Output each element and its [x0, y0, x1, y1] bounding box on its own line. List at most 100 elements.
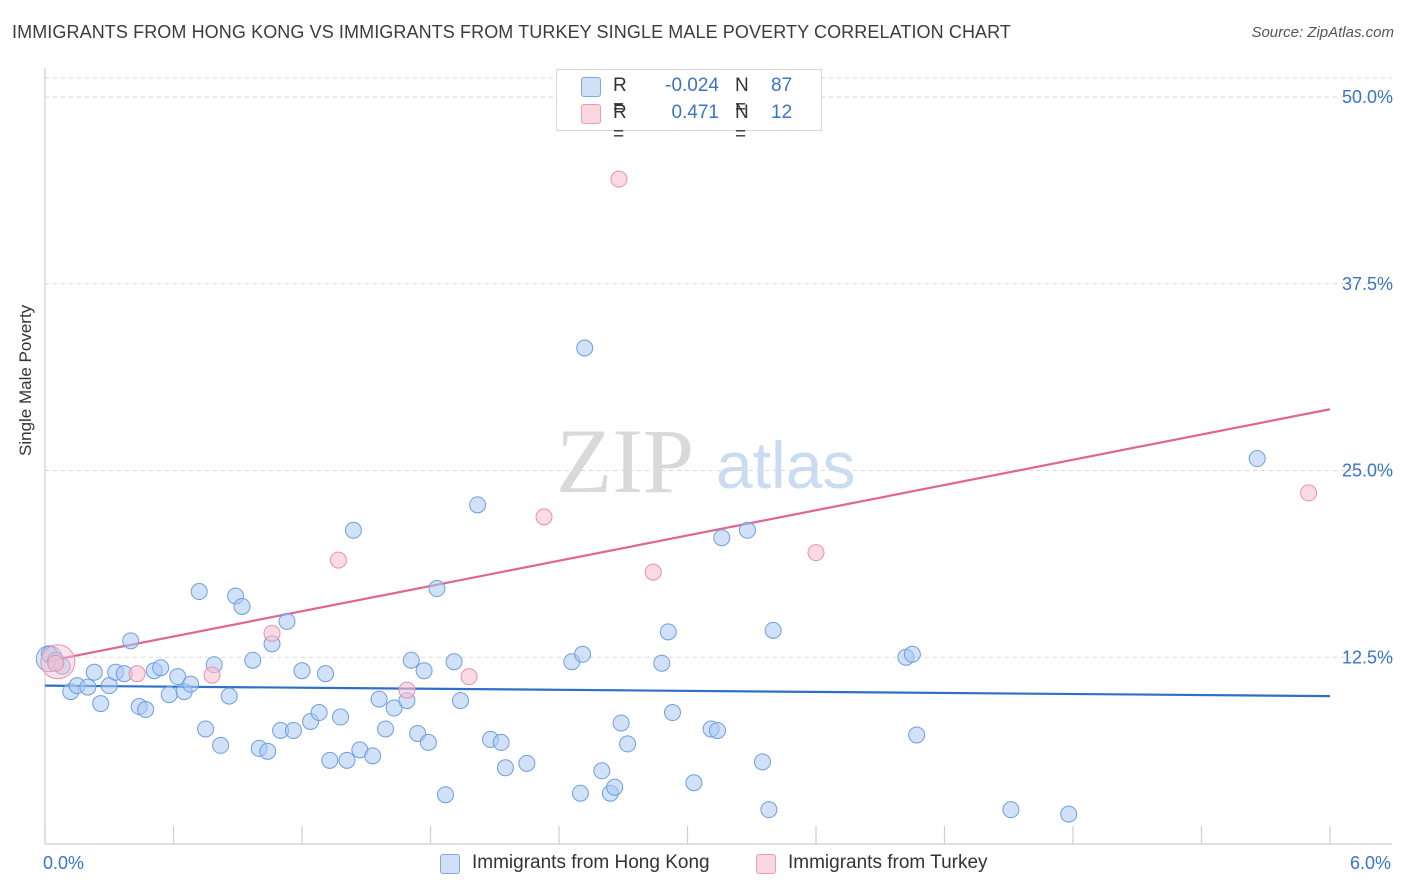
data-point-hong-kong — [122, 632, 140, 650]
data-point-hong-kong — [760, 801, 778, 819]
data-point-hong-kong — [233, 597, 251, 615]
watermark: ZIP atlas — [556, 410, 855, 512]
data-point-hong-kong — [92, 695, 110, 713]
data-point-hong-kong — [664, 704, 682, 722]
y-tick-label: 50.0% — [1342, 87, 1393, 107]
legend-swatch-blue — [440, 854, 460, 874]
r-label: R = — [613, 75, 627, 118]
data-point-hong-kong — [764, 621, 782, 639]
data-point-hong-kong — [160, 686, 178, 704]
data-point-hong-kong — [197, 720, 215, 738]
data-point-turkey — [128, 665, 146, 683]
data-point-turkey — [398, 681, 416, 699]
data-point-hong-kong — [619, 735, 637, 753]
data-point-hong-kong — [903, 645, 921, 663]
data-point-hong-kong — [317, 665, 335, 683]
data-point-hong-kong — [402, 651, 420, 669]
data-point-turkey — [263, 624, 281, 642]
source-note: Source: ZipAtlas.com — [1251, 24, 1394, 41]
data-point-hong-kong — [574, 645, 592, 663]
data-point-turkey — [807, 544, 825, 562]
legend-swatch-pink — [581, 104, 601, 124]
data-point-hong-kong — [908, 726, 926, 744]
y-tick-labels: 12.5% 25.0% 37.5% 50.0% — [1342, 87, 1393, 667]
data-point-hong-kong — [293, 662, 311, 680]
series-legend: Immigrants from Hong Kong Immigrants fro… — [0, 851, 1406, 877]
y-axis-title: Single Male Poverty — [16, 304, 35, 456]
y-tick-label: 12.5% — [1342, 647, 1393, 667]
n-label: N = — [735, 75, 749, 118]
data-point-hong-kong — [685, 774, 703, 792]
data-point-hong-kong — [738, 521, 756, 539]
legend-label: Immigrants from Turkey — [788, 852, 988, 873]
data-point-hong-kong — [259, 742, 277, 760]
data-point-hong-kong — [576, 339, 594, 357]
data-point-hong-kong — [1248, 450, 1266, 468]
data-point-hong-kong — [377, 720, 395, 738]
data-point-hong-kong — [606, 778, 624, 796]
data-point-hong-kong — [338, 751, 356, 769]
data-point-turkey — [47, 654, 65, 672]
data-point-hong-kong — [451, 692, 469, 710]
gridlines — [45, 77, 1392, 658]
data-point-hong-kong — [445, 653, 463, 671]
x-tick-label-max: 6.0% — [1350, 853, 1392, 873]
y-tick-label: 37.5% — [1342, 274, 1393, 294]
data-point-hong-kong — [653, 654, 671, 672]
correlation-legend: R = -0.024 N = 87 R = 0.471 N = 12 — [556, 69, 822, 145]
data-point-hong-kong — [571, 784, 589, 802]
trend-lines — [44, 408, 1331, 698]
data-point-turkey — [460, 668, 478, 686]
data-point-hong-kong — [428, 580, 446, 598]
n-value: 12 — [771, 102, 793, 123]
legend-label: Immigrants from Hong Kong — [472, 852, 710, 873]
data-point-hong-kong — [79, 678, 97, 696]
data-point-hong-kong — [1060, 805, 1078, 823]
data-point-hong-kong — [278, 612, 296, 630]
data-point-hong-kong — [753, 753, 771, 771]
legend-swatch-pink — [756, 854, 776, 874]
data-point-hong-kong — [415, 662, 433, 680]
data-point-hong-kong — [169, 668, 187, 686]
data-point-hong-kong — [436, 786, 454, 804]
data-point-hong-kong — [419, 733, 437, 751]
legend-swatch-blue — [581, 77, 601, 97]
r-label: R = — [613, 102, 627, 145]
data-point-turkey — [203, 666, 221, 684]
data-point-hong-kong — [152, 659, 170, 677]
data-point-turkey — [644, 563, 662, 581]
data-point-hong-kong — [182, 675, 200, 693]
data-points — [35, 170, 1318, 823]
r-value: -0.024 — [665, 75, 719, 96]
axes — [44, 68, 1392, 845]
data-point-hong-kong — [321, 751, 339, 769]
data-point-hong-kong — [85, 663, 103, 681]
data-point-hong-kong — [612, 714, 630, 732]
data-point-hong-kong — [332, 708, 350, 726]
n-label: N = — [735, 102, 749, 145]
data-point-hong-kong — [244, 651, 262, 669]
data-point-hong-kong — [469, 496, 487, 514]
data-point-hong-kong — [496, 759, 514, 777]
watermark-atlas: atlas — [716, 428, 855, 502]
y-tick-label: 25.0% — [1342, 461, 1393, 481]
trend-line-turkey — [44, 408, 1331, 663]
data-point-hong-kong — [1002, 801, 1020, 819]
data-point-hong-kong — [518, 754, 536, 772]
data-point-hong-kong — [220, 687, 238, 705]
data-point-hong-kong — [344, 521, 362, 539]
data-point-hong-kong — [659, 623, 677, 641]
data-point-turkey — [610, 170, 628, 188]
watermark-zip: ZIP — [556, 410, 694, 512]
data-point-hong-kong — [212, 736, 230, 754]
data-point-hong-kong — [364, 747, 382, 765]
x-tick-label-min: 0.0% — [43, 853, 85, 873]
data-point-turkey — [1300, 484, 1318, 502]
data-point-hong-kong — [190, 583, 208, 601]
data-point-turkey — [329, 551, 347, 569]
data-point-hong-kong — [708, 721, 726, 739]
data-point-hong-kong — [492, 733, 510, 751]
n-value: 87 — [771, 75, 793, 96]
data-point-hong-kong — [284, 721, 302, 739]
